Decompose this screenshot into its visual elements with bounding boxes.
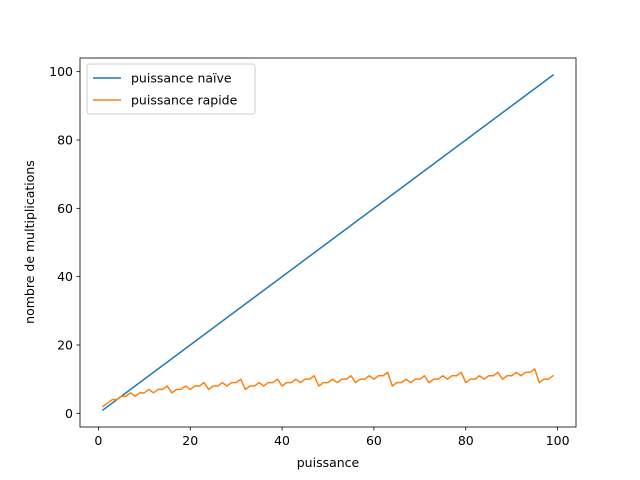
y-axis-label: nombre de multiplications: [22, 160, 37, 324]
y-tick-label: 100: [49, 64, 73, 79]
axes-frame: [79, 57, 577, 428]
x-tick-label: 100: [546, 433, 570, 448]
axes-layer: 0 20 40 60 80 100 0 20 40 60 80 100: [49, 57, 577, 448]
x-tick-label: 80: [458, 433, 474, 448]
y-tick-label: 20: [57, 338, 73, 353]
y-tick-label: 60: [57, 201, 73, 216]
x-tick-label: 0: [94, 433, 102, 448]
y-tick-label: 0: [65, 406, 73, 421]
series-layer: [101, 74, 555, 411]
series-line-1: [101, 368, 555, 408]
series-line-0: [101, 74, 555, 411]
legend-label: puissance naïve: [131, 71, 232, 86]
x-axis-label: puissance: [297, 455, 360, 470]
legend-box: [86, 63, 256, 115]
x-tick-label: 40: [274, 433, 290, 448]
x-tick-label: 60: [366, 433, 382, 448]
x-tick-label: 20: [182, 433, 198, 448]
legend: puissance naïve puissance rapide: [86, 63, 256, 115]
y-tick-label: 40: [57, 269, 73, 284]
y-tick-label: 80: [57, 133, 73, 148]
legend-label: puissance rapide: [131, 93, 238, 108]
